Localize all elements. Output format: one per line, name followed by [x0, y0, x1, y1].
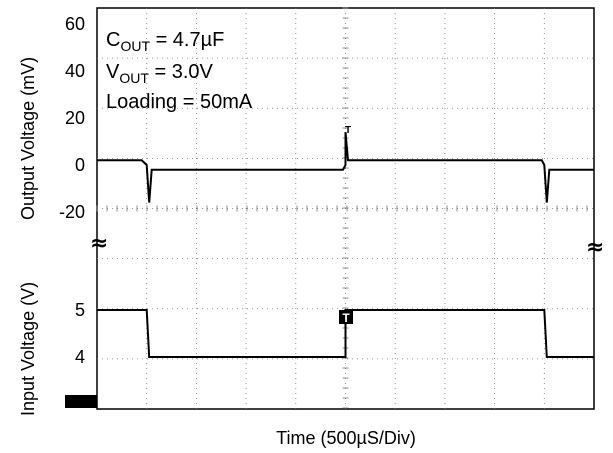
cout-subscript: OUT [120, 38, 150, 54]
trigger-time-marker: T [345, 125, 351, 136]
vout-subscript: OUT [119, 70, 149, 86]
input-y-tick-label: 5 [75, 300, 85, 320]
vout-main: V [106, 61, 120, 83]
channel-ground-marker-icon [65, 395, 97, 408]
output-y-tick-label: 60 [65, 14, 85, 34]
input-voltage-axis-label: Input Voltage (V) [18, 282, 38, 416]
trigger-marker-label: T [342, 311, 350, 325]
input-y-tick-labels: 54 [75, 300, 85, 367]
output-y-tick-label: 20 [65, 108, 85, 128]
output-y-tick-labels: 60 40 20 0 -20 [59, 14, 85, 222]
output-voltage-trace [97, 132, 594, 203]
output-voltage-axis-label: Output Voltage (mV) [18, 57, 38, 220]
input-y-tick-label: 4 [75, 347, 85, 367]
cout-rest: = 4.7µF [150, 29, 224, 51]
output-y-tick-label: 40 [65, 61, 85, 81]
input-voltage-trace [97, 309, 594, 358]
grid [96, 7, 594, 409]
time-axis-label: Time (500µS/Div) [276, 428, 416, 448]
cout-main: C [106, 29, 120, 51]
loading-annotation: Loading = 50mA [106, 91, 253, 113]
cout-annotation: COUT = 4.7µF [106, 29, 224, 54]
axis-break-right-icon: ≈ [586, 235, 604, 260]
trigger-marker-icon [339, 310, 353, 324]
vout-annotation: VOUT = 3.0V [106, 61, 214, 86]
output-y-tick-label: 0 [75, 155, 85, 175]
axis-break-left-icon: ≈ [90, 231, 108, 256]
output-y-tick-label: -20 [59, 202, 85, 222]
vout-rest: = 3.0V [149, 61, 214, 83]
